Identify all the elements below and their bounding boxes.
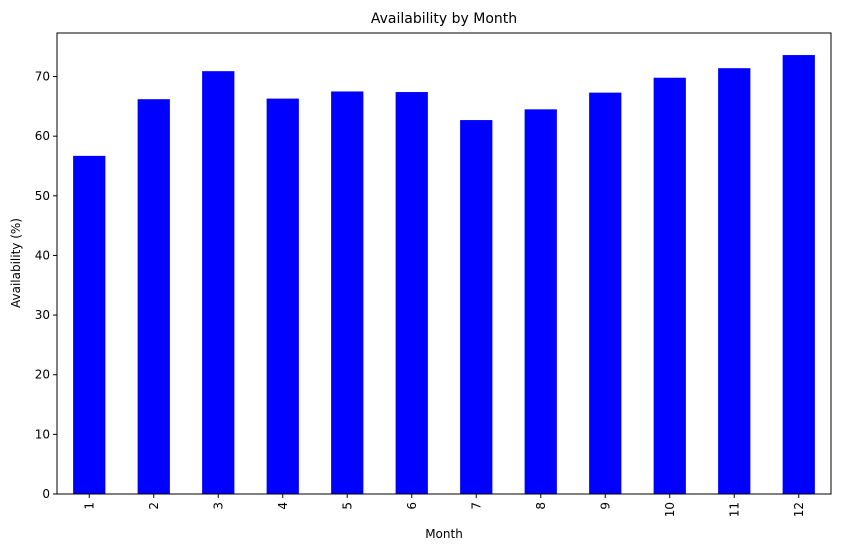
x-tick-label: 10 [663, 502, 677, 517]
bar-month-10 [653, 77, 686, 494]
plot-frame [56, 32, 832, 495]
x-tick-label: 9 [598, 502, 612, 510]
bar-month-1 [73, 155, 106, 494]
x-tick-label: 7 [469, 502, 483, 510]
y-tick-label: 50 [35, 189, 50, 203]
y-tick-label: 20 [35, 368, 50, 382]
y-tick-label: 70 [35, 70, 50, 84]
x-tick-label: 6 [405, 502, 419, 510]
bars-group [73, 55, 815, 495]
x-tick-label: 11 [727, 502, 741, 517]
bar-month-8 [524, 109, 557, 494]
x-tick-label: 1 [82, 502, 96, 510]
bar-month-9 [589, 92, 622, 495]
x-tick-label: 4 [276, 502, 290, 510]
plot-area [57, 33, 831, 494]
y-tick-label: 30 [35, 308, 50, 322]
y-axis-ticks: 0 10 20 30 40 50 60 70 [35, 70, 57, 501]
x-tick-label: 8 [534, 502, 548, 510]
x-axis-ticks: 1 2 3 4 5 6 7 8 9 10 11 12 [82, 494, 806, 517]
y-tick-label: 10 [35, 427, 50, 441]
x-axis-label: Month [425, 527, 463, 541]
bar-month-4 [266, 98, 299, 494]
x-tick-label: 2 [147, 502, 161, 510]
x-tick-label: 5 [340, 502, 354, 510]
y-tick-label: 0 [42, 487, 50, 501]
bar-month-6 [395, 92, 428, 495]
bar-month-7 [460, 120, 493, 494]
bar-month-11 [718, 68, 751, 495]
bar-month-2 [137, 99, 170, 494]
bar-month-12 [782, 55, 815, 494]
chart-title: Availability by Month [371, 11, 517, 27]
y-tick-label: 40 [35, 248, 50, 262]
bar-month-3 [202, 71, 235, 494]
y-axis-label: Availability (%) [9, 218, 23, 308]
bar-month-5 [331, 91, 364, 495]
x-tick-label: 3 [211, 502, 225, 510]
x-tick-label: 12 [792, 502, 806, 517]
y-tick-label: 60 [35, 129, 50, 143]
